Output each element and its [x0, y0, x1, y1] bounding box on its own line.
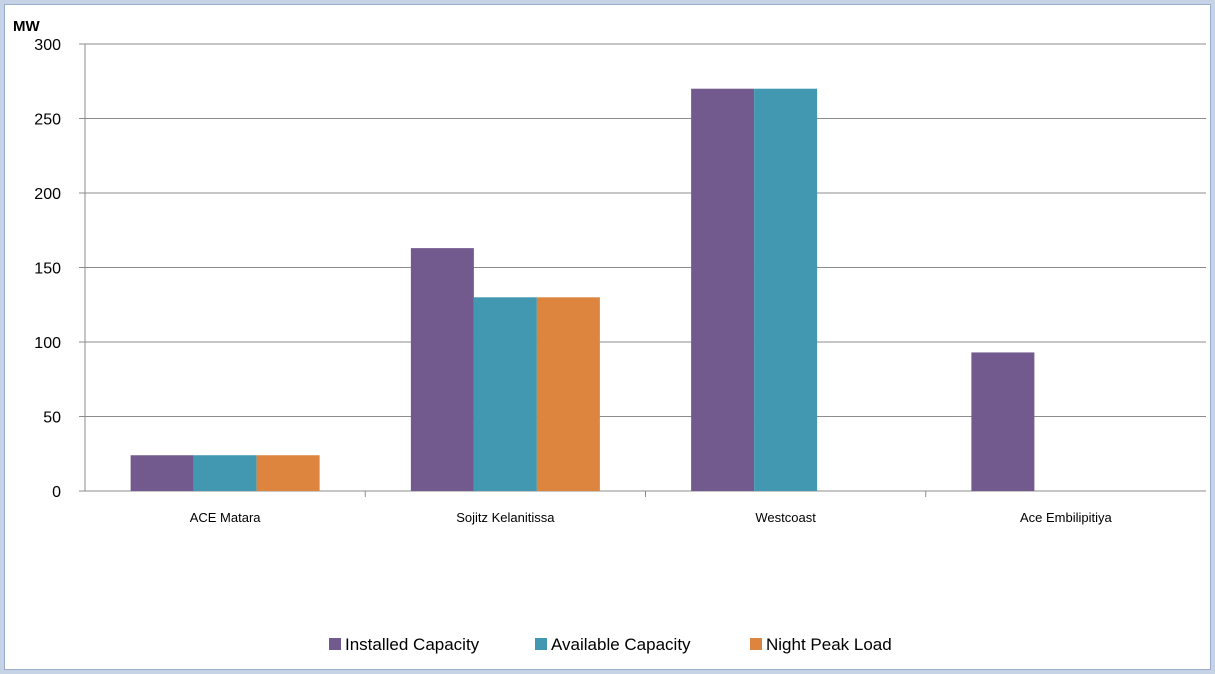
- y-axis-label: MW: [13, 18, 40, 35]
- y-tick-label: 50: [43, 410, 61, 427]
- y-tick-label: 300: [34, 37, 61, 54]
- bar: [691, 88, 755, 491]
- x-tick-label: Ace Embilipitiya: [1020, 510, 1113, 525]
- x-tick-label: Westcoast: [755, 510, 816, 525]
- x-tick-label: ACE Matara: [190, 510, 262, 525]
- bar: [193, 455, 257, 491]
- bar: [256, 455, 320, 491]
- legend-swatch: [750, 638, 762, 650]
- bar-chart: 0 50 100 150 200 250 300 MW ACE Matara Sojitz Kel…: [13, 18, 1206, 654]
- y-tick-label: 100: [34, 335, 61, 352]
- legend-swatch: [535, 638, 547, 650]
- bar: [971, 352, 1035, 491]
- legend-swatch: [329, 638, 341, 650]
- bar: [130, 455, 194, 491]
- legend-label: Installed Capacity: [345, 635, 480, 654]
- y-tick-label: 0: [52, 484, 61, 501]
- y-tick-label: 200: [34, 186, 61, 203]
- legend-label: Available Capacity: [551, 635, 691, 654]
- bar: [410, 248, 474, 491]
- bar: [473, 297, 537, 491]
- y-tick-label: 250: [34, 112, 61, 129]
- x-tick-label: Sojitz Kelanitissa: [456, 510, 555, 525]
- bar: [754, 88, 818, 491]
- chart-area: 0 50 100 150 200 250 300 MW ACE Matara Sojitz Kel…: [4, 4, 1211, 670]
- legend-label: Night Peak Load: [766, 635, 892, 654]
- bar: [536, 297, 600, 491]
- y-tick-label: 150: [34, 261, 61, 278]
